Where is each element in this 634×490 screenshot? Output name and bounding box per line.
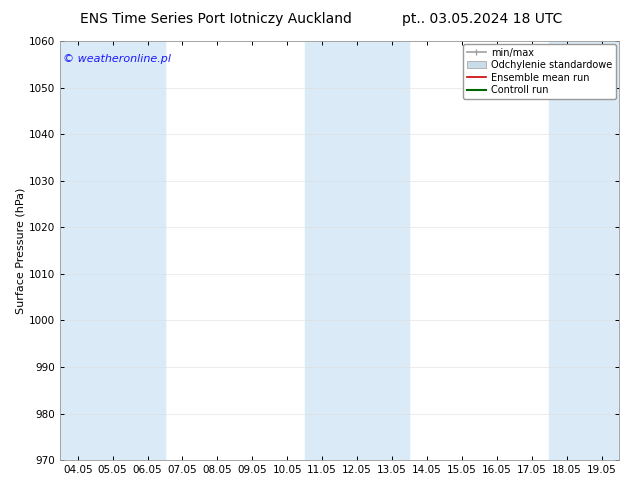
- Text: ENS Time Series Port Iotniczy Auckland: ENS Time Series Port Iotniczy Auckland: [80, 12, 351, 26]
- Bar: [305, 41, 410, 460]
- Text: © weatheronline.pl: © weatheronline.pl: [63, 53, 171, 64]
- Bar: [60, 41, 165, 460]
- Bar: [549, 41, 619, 460]
- Legend: min/max, Odchylenie standardowe, Ensemble mean run, Controll run: min/max, Odchylenie standardowe, Ensembl…: [463, 44, 616, 99]
- Y-axis label: Surface Pressure (hPa): Surface Pressure (hPa): [15, 187, 25, 314]
- Text: pt.. 03.05.2024 18 UTC: pt.. 03.05.2024 18 UTC: [402, 12, 562, 26]
